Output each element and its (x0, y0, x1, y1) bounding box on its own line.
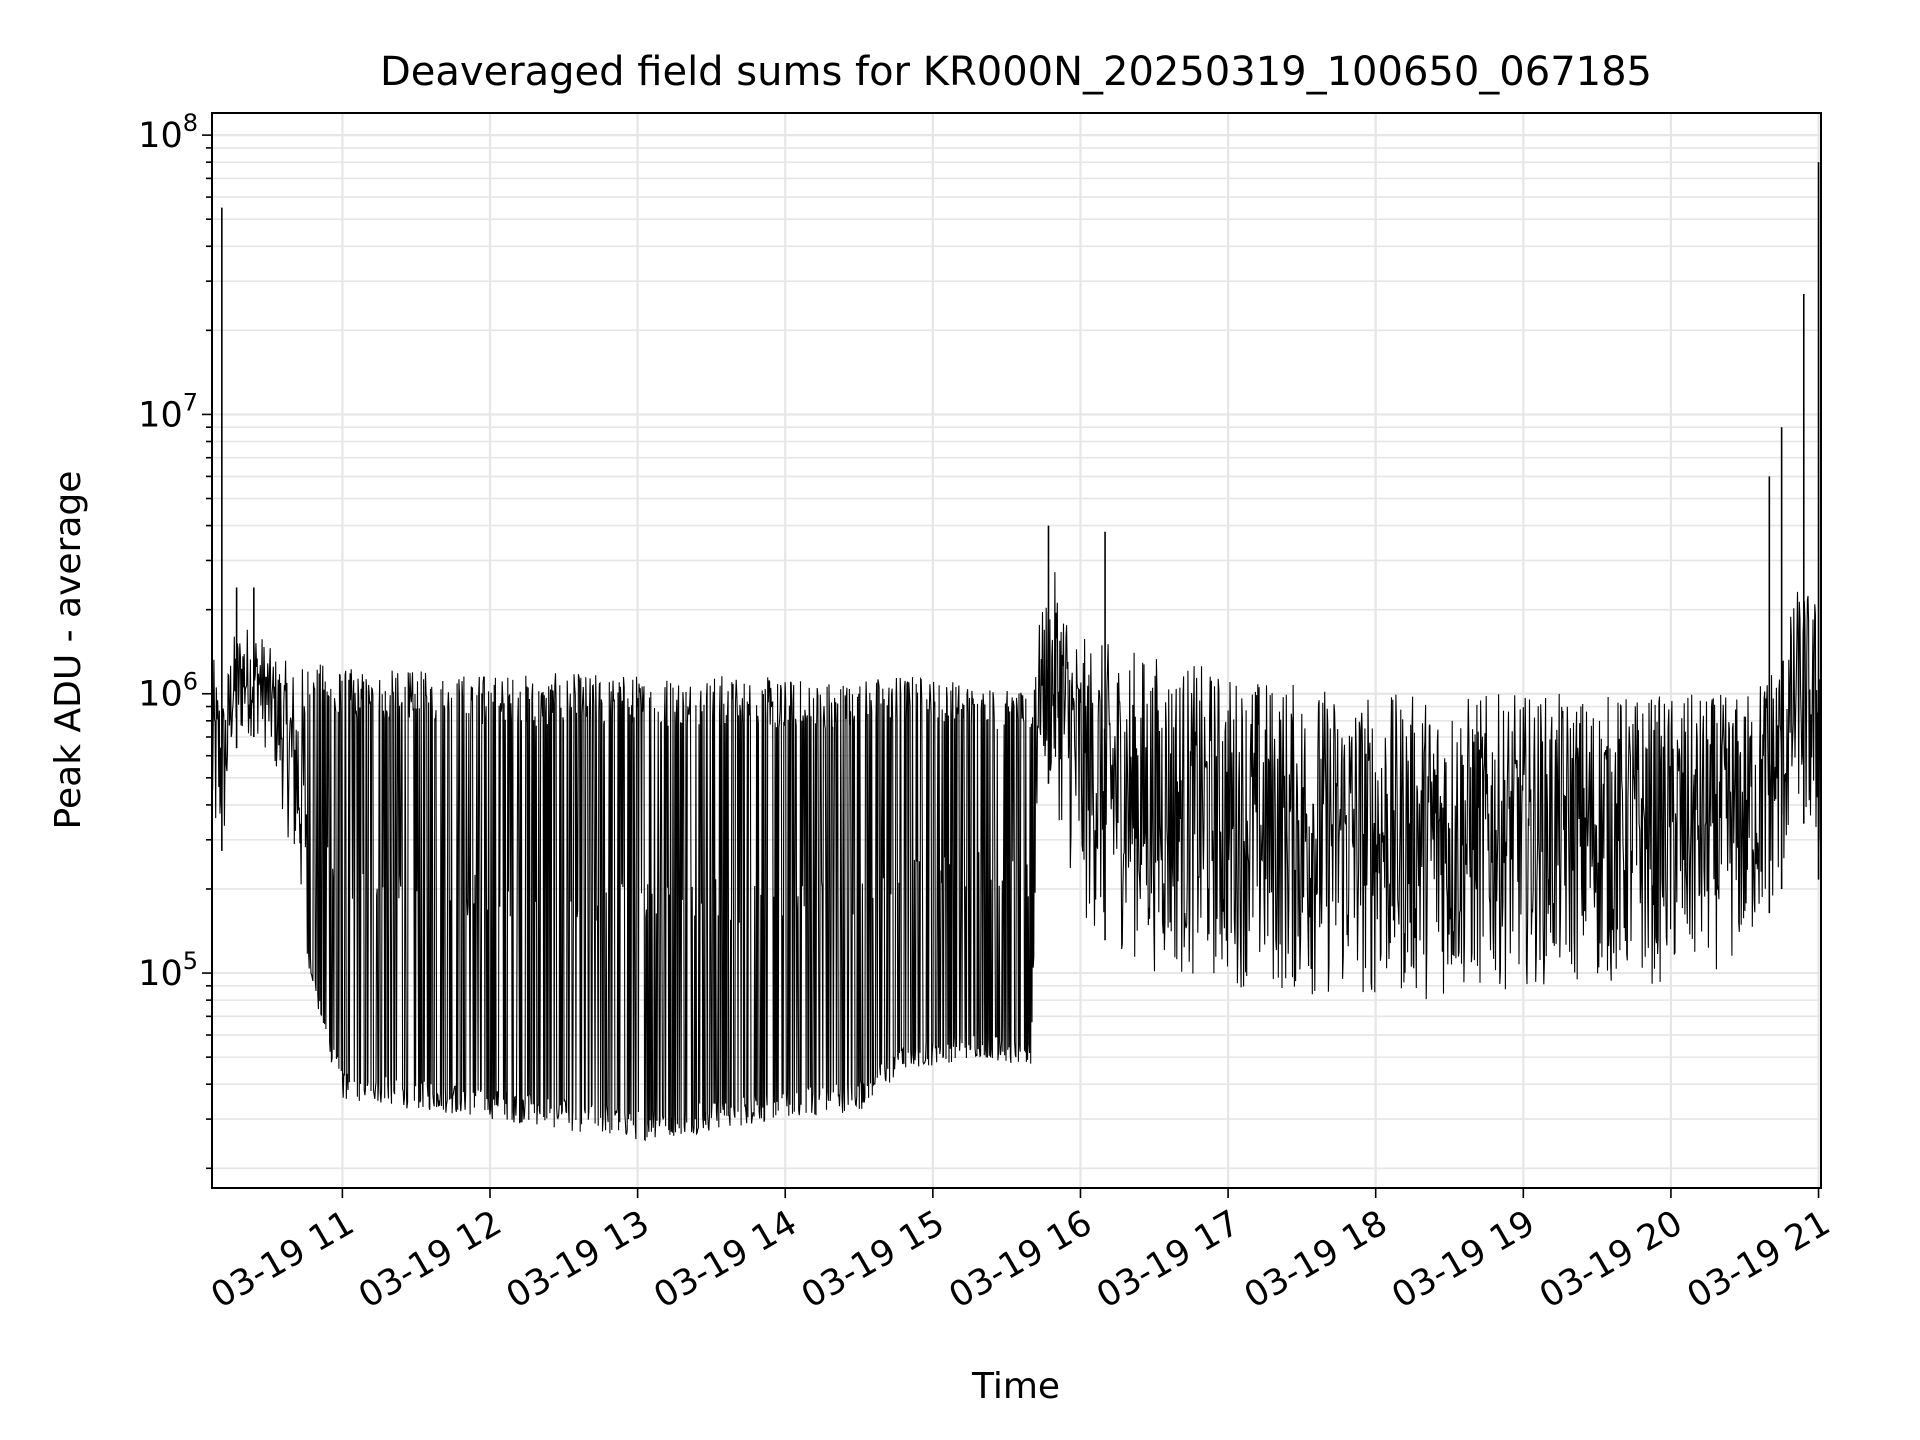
chart-title: Deaveraged field sums for KR000N_2025031… (380, 49, 1652, 95)
axes-frame (211, 112, 1822, 1189)
y-tick-label: 105 (138, 947, 198, 994)
y-axis-label: Peak ADU - average (48, 471, 89, 830)
series-line (211, 572, 1822, 1142)
y-tick-label: 106 (138, 668, 198, 715)
plot-area (211, 162, 1822, 1142)
y-tick-label: 107 (138, 388, 198, 435)
y-tick-label: 108 (138, 109, 198, 156)
x-axis-label: Time (971, 1366, 1060, 1407)
